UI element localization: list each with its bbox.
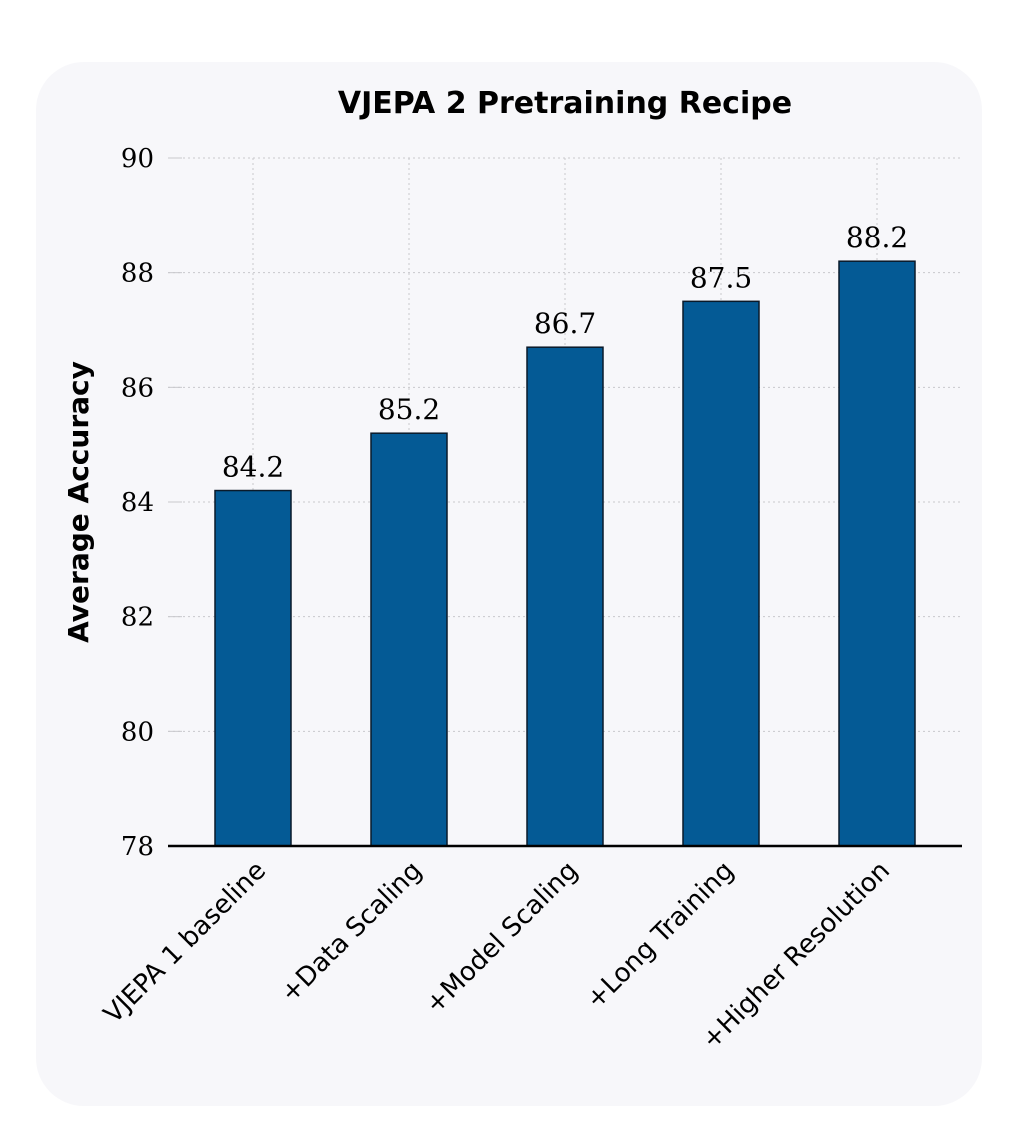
bar-value-label: 84.2 [222,451,284,484]
bar-value-label: 85.2 [378,393,440,426]
bar-value-label: 88.2 [846,221,908,254]
y-tick-label: 82 [121,603,154,633]
chart-card [36,62,982,1106]
bar-value-label: 86.7 [534,307,596,340]
y-axis-label: Average Accuracy [62,361,95,643]
y-tick-label: 86 [121,373,154,403]
x-tick-label: +Model Scaling [420,856,584,1020]
y-tick-label: 88 [121,259,154,289]
y-tick-label: 78 [121,832,154,862]
x-tick-label: +Data Scaling [275,856,428,1009]
y-tick-label: 80 [121,717,154,747]
bar [526,346,604,847]
y-tick-label: 90 [121,144,154,174]
bar-value-label: 87.5 [690,261,752,294]
bar [370,432,448,847]
bar [682,300,760,847]
y-tick-label: 84 [121,488,154,518]
x-tick-label: +Long Training [580,856,739,1015]
bar [214,489,292,847]
x-tick-label: VJEPA 1 baseline [98,856,272,1030]
chart-title: VJEPA 2 Pretraining Recipe [338,86,792,121]
bar [838,260,916,847]
